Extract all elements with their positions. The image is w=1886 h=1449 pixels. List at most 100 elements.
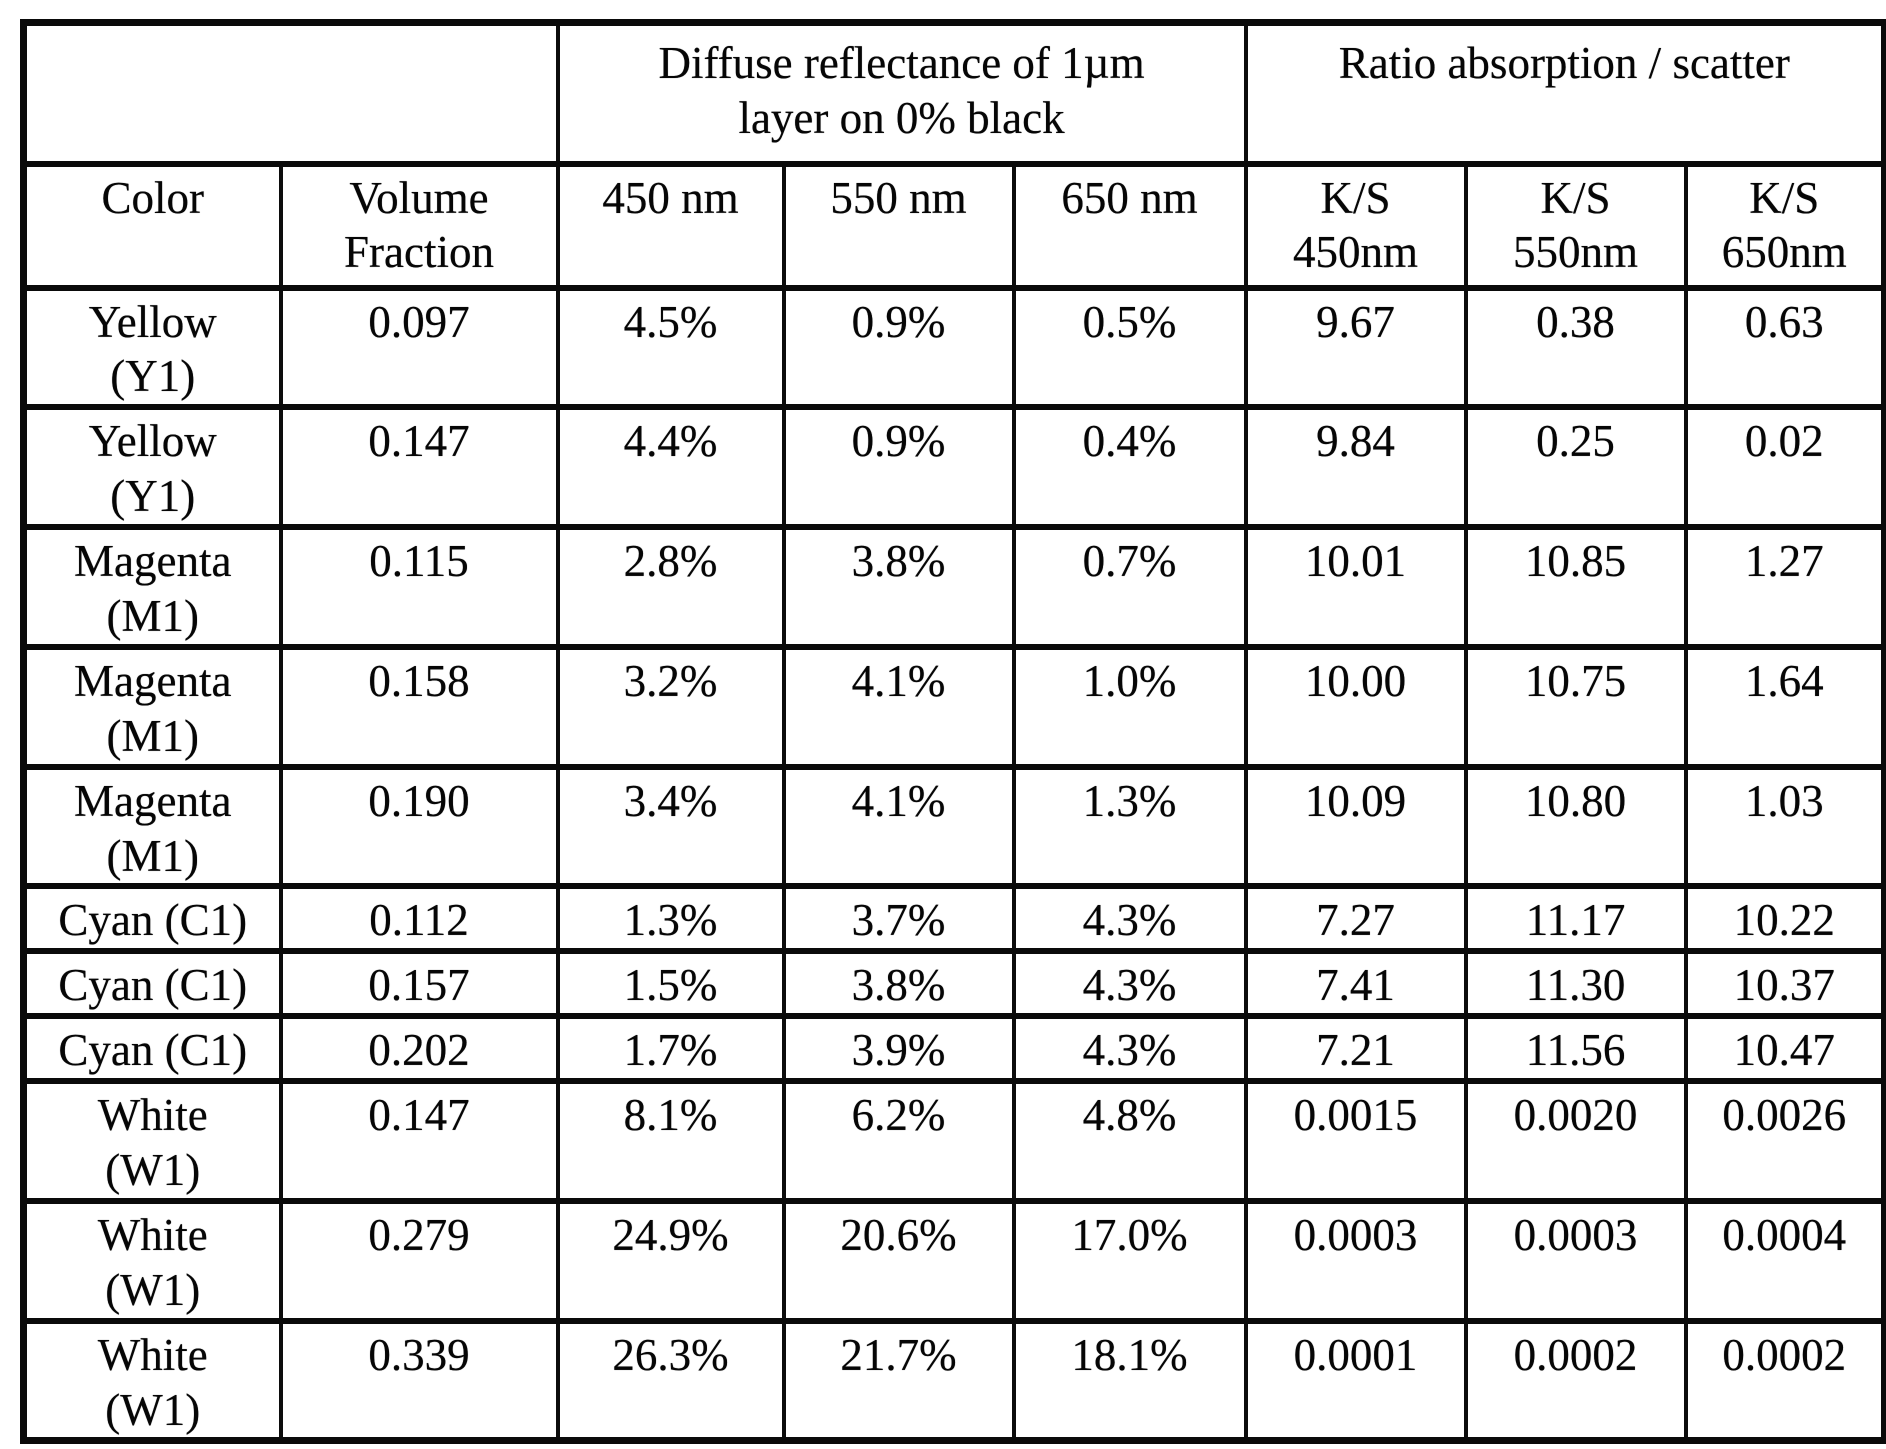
cell-ks-650nm: 1.03 [1683,763,1886,890]
cell-450nm: 24.9% [555,1197,786,1324]
cell-ks-650nm: 0.02 [1683,404,1886,531]
cell-450nm: 1.5% [555,948,786,1020]
cell-450nm: 4.4% [555,404,786,531]
cell-550nm: 3.8% [781,524,1016,650]
cell-ks-450nm: 10.00 [1243,643,1468,770]
cell-ks-550nm: 0.25 [1463,404,1688,531]
cell-volume-fraction: 0.190 [278,763,560,890]
cell-650nm: 4.3% [1011,1013,1248,1085]
col-header-color: Color [21,160,283,291]
table-row: White (W1) 0.147 8.1% 6.2% 4.8% 0.0015 0… [21,1078,1886,1204]
cell-ks-550nm: 0.38 [1463,284,1688,411]
cell-450nm: 3.2% [555,643,786,770]
cell-650nm: 1.3% [1011,763,1248,890]
cell-color: White (W1) [21,1317,283,1444]
cell-ks-650nm: 10.37 [1683,948,1886,1020]
cell-ks-450nm: 7.41 [1243,948,1468,1020]
table-row: Cyan (C1) 0.157 1.5% 3.8% 4.3% 7.41 11.3… [21,948,1886,1020]
header-ratio-absorption: Ratio absorption / scatter [1243,19,1886,167]
col-header-ks-650nm: K/S 650nm [1683,160,1886,291]
cell-650nm: 18.1% [1011,1317,1248,1444]
table-row: Yellow (Y1) 0.147 4.4% 0.9% 0.4% 9.84 0.… [21,404,1886,531]
cell-650nm: 4.3% [1011,948,1248,1020]
cell-ks-450nm: 0.0003 [1243,1197,1468,1324]
cell-ks-650nm: 0.0002 [1683,1317,1886,1444]
col-header-ks-550nm: K/S 550nm [1463,160,1688,291]
cell-ks-450nm: 7.27 [1243,883,1468,955]
col-header-volume-fraction: Volume Fraction [278,160,560,291]
cell-volume-fraction: 0.112 [278,883,560,955]
cell-color: White (W1) [21,1197,283,1324]
cell-ks-650nm: 1.64 [1683,643,1886,770]
cell-color: White (W1) [21,1078,283,1204]
cell-ks-550nm: 11.56 [1463,1013,1688,1085]
cell-550nm: 3.9% [781,1013,1016,1085]
table-row: Magenta (M1) 0.190 3.4% 4.1% 1.3% 10.09 … [21,763,1886,890]
cell-ks-550nm: 10.75 [1463,643,1688,770]
cell-volume-fraction: 0.097 [278,284,560,411]
cell-450nm: 2.8% [555,524,786,650]
header-diffuse-reflectance: Diffuse reflectance of 1µm layer on 0% b… [555,19,1248,167]
cell-ks-450nm: 10.09 [1243,763,1468,890]
cell-650nm: 17.0% [1011,1197,1248,1324]
cell-ks-650nm: 0.0026 [1683,1078,1886,1204]
cell-color: Magenta (M1) [21,524,283,650]
cell-ks-550nm: 0.0020 [1463,1078,1688,1204]
cell-650nm: 4.8% [1011,1078,1248,1204]
cell-550nm: 21.7% [781,1317,1016,1444]
cell-450nm: 3.4% [555,763,786,890]
cell-ks-450nm: 9.67 [1243,284,1468,411]
header-empty-cell [21,19,560,167]
cell-ks-650nm: 10.22 [1683,883,1886,955]
col-header-450nm: 450 nm [555,160,786,291]
cell-450nm: 1.7% [555,1013,786,1085]
column-header-row: Color Volume Fraction 450 nm 550 nm 650 … [21,160,1886,291]
cell-color: Cyan (C1) [21,948,283,1020]
cell-ks-450nm: 0.0015 [1243,1078,1468,1204]
cell-ks-650nm: 0.63 [1683,284,1886,411]
table-row: Magenta (M1) 0.158 3.2% 4.1% 1.0% 10.00 … [21,643,1886,770]
cell-color: Yellow (Y1) [21,404,283,531]
cell-volume-fraction: 0.157 [278,948,560,1020]
cell-color: Yellow (Y1) [21,284,283,411]
cell-550nm: 3.7% [781,883,1016,955]
cell-ks-550nm: 0.0002 [1463,1317,1688,1444]
cell-650nm: 1.0% [1011,643,1248,770]
table-row: White (W1) 0.279 24.9% 20.6% 17.0% 0.000… [21,1197,1886,1324]
header-group-row: Diffuse reflectance of 1µm layer on 0% b… [21,19,1886,167]
cell-650nm: 0.4% [1011,404,1248,531]
cell-550nm: 20.6% [781,1197,1016,1324]
cell-450nm: 4.5% [555,284,786,411]
cell-450nm: 1.3% [555,883,786,955]
cell-volume-fraction: 0.147 [278,404,560,531]
cell-color: Cyan (C1) [21,883,283,955]
table-row: Yellow (Y1) 0.097 4.5% 0.9% 0.5% 9.67 0.… [21,284,1886,411]
col-header-550nm: 550 nm [781,160,1016,291]
cell-volume-fraction: 0.202 [278,1013,560,1085]
cell-ks-450nm: 9.84 [1243,404,1468,531]
cell-450nm: 8.1% [555,1078,786,1204]
cell-ks-550nm: 10.80 [1463,763,1688,890]
cell-volume-fraction: 0.158 [278,643,560,770]
table-row: Magenta (M1) 0.115 2.8% 3.8% 0.7% 10.01 … [21,524,1886,650]
cell-ks-650nm: 0.0004 [1683,1197,1886,1324]
reflectance-table: Diffuse reflectance of 1µm layer on 0% b… [20,19,1886,1445]
cell-ks-550nm: 11.17 [1463,883,1688,955]
cell-650nm: 0.5% [1011,284,1248,411]
cell-ks-450nm: 7.21 [1243,1013,1468,1085]
cell-ks-550nm: 10.85 [1463,524,1688,650]
cell-ks-450nm: 0.0001 [1243,1317,1468,1444]
cell-650nm: 4.3% [1011,883,1248,955]
cell-volume-fraction: 0.339 [278,1317,560,1444]
cell-volume-fraction: 0.279 [278,1197,560,1324]
table-row: White (W1) 0.339 26.3% 21.7% 18.1% 0.000… [21,1317,1886,1444]
col-header-ks-450nm: K/S 450nm [1243,160,1468,291]
cell-color: Magenta (M1) [21,763,283,890]
cell-650nm: 0.7% [1011,524,1248,650]
cell-550nm: 0.9% [781,404,1016,531]
cell-550nm: 4.1% [781,763,1016,890]
cell-550nm: 6.2% [781,1078,1016,1204]
cell-ks-650nm: 1.27 [1683,524,1886,650]
cell-ks-450nm: 10.01 [1243,524,1468,650]
cell-color: Magenta (M1) [21,643,283,770]
